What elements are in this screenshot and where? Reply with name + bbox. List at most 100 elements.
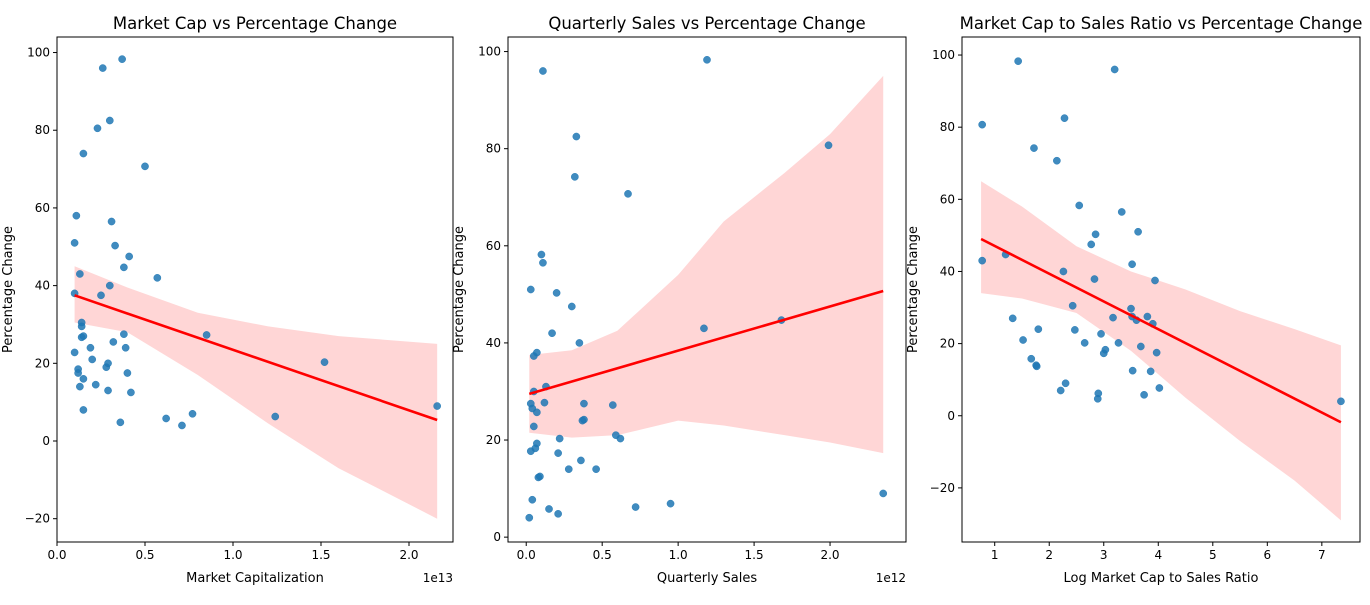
y-tick-label: 40 <box>35 279 50 293</box>
scatter-point <box>86 343 95 352</box>
scatter-point <box>125 252 134 261</box>
scatter-point <box>1027 354 1036 363</box>
scatter-point <box>1094 389 1103 398</box>
x-tick-label: 0.5 <box>593 548 612 562</box>
scatter-point <box>202 331 211 339</box>
scatter-point <box>533 348 541 357</box>
scatter-point <box>153 273 162 282</box>
x-tick-label: 1.5 <box>745 548 764 562</box>
scatter-point <box>77 322 86 331</box>
scatter-point <box>121 343 130 352</box>
scatter-point <box>528 495 537 504</box>
scatter-point <box>1056 386 1065 395</box>
scatter-point <box>123 369 132 377</box>
y-tick-label: 20 <box>486 433 501 447</box>
scatter-point <box>616 434 625 443</box>
x-tick-label: 6 <box>1263 548 1271 562</box>
scatter-point <box>1152 348 1161 357</box>
y-tick-label: 0 <box>42 434 50 448</box>
scatter-point <box>592 465 600 474</box>
scatter-point <box>118 55 126 63</box>
chart-panel-3: 1 2 3 4 5 6 7 −20 0 20 40 60 80 100 Market Cap to Sale… <box>906 14 1362 586</box>
x-axis-label: Quarterly Sales <box>657 571 757 586</box>
scatter-point <box>1090 275 1099 283</box>
x-tick-label: 1.5 <box>311 548 330 562</box>
y-tick-label: 80 <box>940 120 955 134</box>
scatter-point <box>188 409 197 418</box>
x-axis-label: Log Market Cap to Sales Ratio <box>1064 571 1259 586</box>
scatter-point <box>105 281 114 290</box>
regression-line <box>528 289 884 396</box>
x-tick-label: 1.0 <box>669 548 688 562</box>
scatter-point <box>1117 208 1126 216</box>
scatter-point <box>1080 339 1089 347</box>
x-tick-label: 1 <box>991 548 999 562</box>
chart-panel-2: 0.0 0.5 1.0 1.5 2.0 0 20 40 60 80 100 Quarterly Sal… <box>452 14 907 586</box>
scatter-point <box>1110 65 1119 74</box>
x-tick-label: 3 <box>1100 548 1108 562</box>
scatter-point <box>1060 114 1069 123</box>
scatter-point <box>88 355 97 364</box>
scatter-point <box>533 408 541 417</box>
y-tick-label: 60 <box>940 192 955 206</box>
scatter-point <box>271 412 280 421</box>
scatter-point <box>104 359 112 368</box>
scatter-point <box>109 338 118 346</box>
scatter-point <box>141 162 149 171</box>
scatter-point <box>545 505 553 513</box>
scatter-point <box>575 339 584 347</box>
scatter-point <box>554 509 562 518</box>
scatter-point <box>548 329 556 338</box>
scatter-point <box>74 369 82 377</box>
scatter-point <box>700 324 708 333</box>
scatter-point <box>879 489 888 498</box>
y-tick-label: 80 <box>35 123 50 137</box>
scatter-point <box>1127 304 1135 313</box>
y-tick-label: 100 <box>478 45 501 59</box>
y-tick-label: 60 <box>486 239 501 253</box>
y-tick-label: 20 <box>35 356 50 370</box>
scatter-point <box>572 132 581 141</box>
y-axis-label: Percentage Change <box>906 226 921 353</box>
x-tick-label: 0.5 <box>135 548 154 562</box>
scatter-point <box>1061 379 1070 388</box>
scatter-point <box>1146 367 1155 376</box>
x-tick-label: 0.0 <box>517 548 536 562</box>
x-axis-offset-label: 1e12 <box>876 571 906 585</box>
scatter-point <box>1128 366 1137 375</box>
scatter-point <box>539 67 547 75</box>
scatter-point <box>178 421 186 430</box>
scatter-point <box>1019 336 1027 344</box>
scatter-point <box>703 55 711 64</box>
axes-frame <box>507 36 907 543</box>
chart-title: Quarterly Sales vs Percentage Change <box>548 14 865 33</box>
scatter-point <box>554 449 562 457</box>
confidence-band <box>529 75 884 454</box>
confidence-band <box>74 266 438 519</box>
scatter-point <box>1134 227 1142 236</box>
scatter-point <box>320 358 329 366</box>
regression-line <box>74 294 438 422</box>
scatter-point <box>555 434 564 443</box>
scatter-point <box>1136 342 1145 351</box>
scatter-point <box>608 401 617 409</box>
y-tick-label: 40 <box>486 336 501 350</box>
scatter-point <box>1087 240 1096 249</box>
scatter-point <box>1151 276 1159 285</box>
regression-line <box>980 237 1342 424</box>
scatter-point <box>978 120 987 129</box>
y-tick-label: 60 <box>35 201 50 215</box>
y-tick-label: 100 <box>27 46 50 60</box>
scatter-point <box>564 465 573 474</box>
x-tick-label: 2 <box>1045 548 1053 562</box>
scatter-point <box>525 513 534 522</box>
y-tick-label: −20 <box>25 512 50 526</box>
scatter-point <box>98 64 107 72</box>
confidence-band <box>981 181 1341 521</box>
scatter-point <box>580 415 588 424</box>
scatter-point <box>1030 144 1038 152</box>
scatter-point <box>567 302 576 311</box>
axes-frame <box>56 36 454 543</box>
scatter-point <box>97 291 105 300</box>
